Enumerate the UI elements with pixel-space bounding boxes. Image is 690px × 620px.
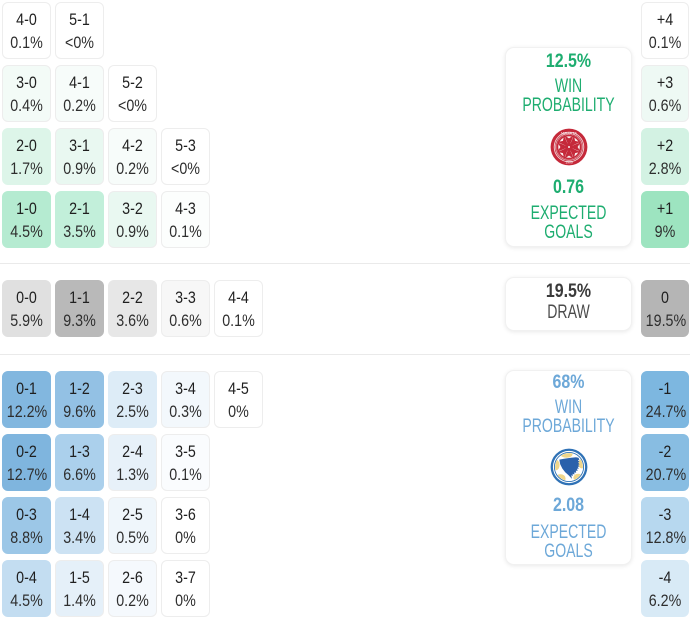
svg-text:1900: 1900 [565,161,573,165]
svg-text:MALTA FA: MALTA FA [561,131,577,135]
